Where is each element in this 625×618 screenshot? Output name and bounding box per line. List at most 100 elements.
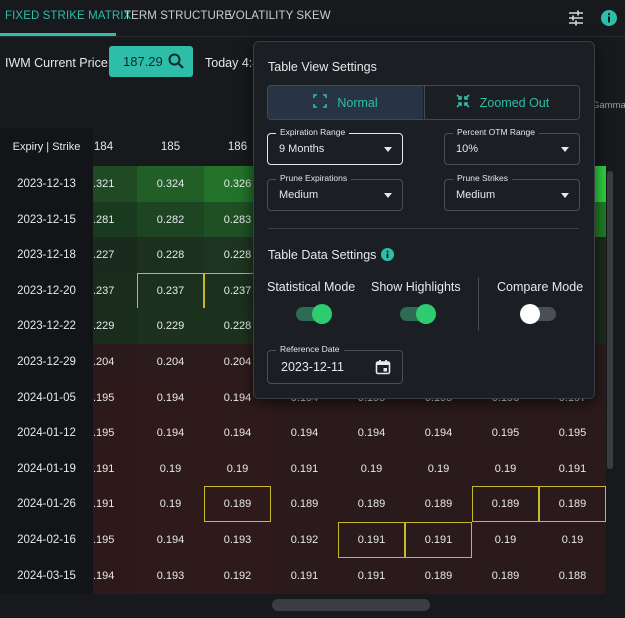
percent-otm-value: 10% bbox=[456, 143, 479, 155]
matrix-cell[interactable]: 0.229 bbox=[137, 308, 204, 345]
matrix-cell[interactable]: .195 bbox=[93, 415, 137, 452]
info-icon[interactable] bbox=[599, 8, 619, 28]
matrix-cell[interactable]: .237 bbox=[93, 272, 137, 309]
matrix-cell[interactable]: 0.204 bbox=[137, 344, 204, 380]
expiry-label: 2023-12-18 bbox=[0, 237, 93, 274]
matrix-cell[interactable]: 0.19 bbox=[472, 522, 539, 558]
matrix-cell[interactable]: .195 bbox=[93, 379, 137, 416]
matrix-cell[interactable]: 0.324 bbox=[137, 166, 204, 202]
matrix-cell[interactable]: 0.189 bbox=[472, 486, 539, 523]
sliders-icon[interactable] bbox=[566, 8, 586, 28]
matrix-cell[interactable]: 0.19 bbox=[137, 450, 204, 487]
expiry-label: 2023-12-15 bbox=[0, 201, 93, 238]
matrix-cell[interactable]: 0.189 bbox=[472, 557, 539, 594]
table-data-settings-title: Table Data Settings bbox=[268, 248, 377, 262]
prune-strikes-select[interactable]: Prune Strikes Medium bbox=[444, 173, 580, 211]
table-view-settings-panel: Table View Settings Normal Zoomed Out bbox=[253, 41, 595, 399]
matrix-cell[interactable]: .191 bbox=[93, 486, 137, 523]
expiry-label: 2024-01-19 bbox=[0, 450, 93, 487]
table-row: 2024-01-26.191 0.19 0.189 0.189 0.189 0.189 0.… bbox=[0, 486, 607, 523]
matrix-cell[interactable]: 0.188 bbox=[539, 557, 606, 594]
reference-date-legend: Reference Date bbox=[276, 344, 344, 354]
matrix-cell[interactable]: 0.19 bbox=[204, 450, 271, 487]
calendar-icon[interactable] bbox=[375, 359, 391, 380]
matrix-cell[interactable]: 0.193 bbox=[204, 522, 271, 558]
prune-strikes-legend: Prune Strikes bbox=[453, 173, 513, 183]
matrix-cell[interactable]: 0.191 bbox=[539, 450, 606, 487]
toggle-separator bbox=[478, 278, 479, 330]
view-zoomed-out-button[interactable]: Zoomed Out bbox=[424, 86, 579, 119]
matrix-corner-label: Expiry | Strike bbox=[0, 128, 93, 166]
matrix-cell[interactable]: 0.19 bbox=[137, 486, 204, 523]
tab-fixed-strike-matrix[interactable]: FIXED STRIKE MATRIX bbox=[5, 10, 132, 22]
focus-frame-icon bbox=[313, 94, 328, 111]
matrix-cell[interactable]: 0.189 bbox=[405, 557, 472, 594]
matrix-cell[interactable]: 0.191 bbox=[338, 522, 405, 558]
panel-title: Table View Settings bbox=[268, 60, 377, 74]
view-normal-button[interactable]: Normal bbox=[268, 86, 423, 119]
matrix-cell[interactable]: .204 bbox=[93, 344, 137, 380]
matrix-cell[interactable]: 0.194 bbox=[338, 415, 405, 452]
current-price-value: 187.29 bbox=[123, 54, 163, 69]
matrix-cell[interactable]: 0.194 bbox=[137, 522, 204, 558]
matrix-cell[interactable]: 0.19 bbox=[405, 450, 472, 487]
matrix-cell[interactable]: 0.191 bbox=[271, 450, 338, 487]
matrix-cell[interactable]: .194 bbox=[93, 557, 137, 594]
matrix-cell[interactable]: .195 bbox=[93, 522, 137, 558]
tab-term-structure[interactable]: TERM STRUCTURE bbox=[124, 10, 233, 22]
matrix-cell[interactable]: 0.189 bbox=[405, 486, 472, 523]
expiration-range-legend: Expiration Range bbox=[276, 127, 350, 137]
matrix-cell[interactable]: 0.194 bbox=[137, 379, 204, 416]
percent-otm-range-select[interactable]: Percent OTM Range 10% bbox=[444, 127, 580, 165]
price-search-button[interactable]: 187.29 bbox=[109, 46, 193, 77]
matrix-cell[interactable]: .227 bbox=[93, 237, 137, 274]
expiry-label: 2023-12-20 bbox=[0, 272, 93, 309]
matrix-cell[interactable]: 0.19 bbox=[338, 450, 405, 487]
chevron-down-icon bbox=[561, 193, 569, 198]
reference-date-field[interactable]: Reference Date 2023-12-11 bbox=[267, 344, 403, 384]
tab-bar: FIXED STRIKE MATRIX TERM STRUCTURE VOLAT… bbox=[0, 0, 625, 37]
statistical-mode-label: Statistical Mode bbox=[267, 280, 356, 294]
strike-header: 186 bbox=[227, 141, 248, 153]
matrix-cell[interactable]: 0.189 bbox=[204, 486, 271, 523]
matrix-cell[interactable]: 0.194 bbox=[137, 415, 204, 452]
matrix-cell[interactable]: 0.189 bbox=[338, 486, 405, 523]
matrix-cell[interactable]: 0.191 bbox=[405, 522, 472, 558]
matrix-cell[interactable]: 0.189 bbox=[539, 486, 606, 523]
matrix-cell[interactable]: .321 bbox=[93, 166, 137, 202]
tab-volatility-skew[interactable]: VOLATILITY SKEW bbox=[228, 10, 331, 22]
matrix-cell[interactable]: 0.191 bbox=[271, 557, 338, 594]
matrix-cell[interactable]: 0.191 bbox=[338, 557, 405, 594]
today-label: Today 4:4 bbox=[205, 56, 260, 70]
matrix-cell[interactable]: 0.193 bbox=[137, 557, 204, 594]
expiry-label: 2024-01-05 bbox=[0, 379, 93, 416]
expiry-label: 2023-12-22 bbox=[0, 308, 93, 345]
view-normal-label: Normal bbox=[337, 95, 378, 110]
matrix-cell[interactable]: 0.19 bbox=[472, 450, 539, 487]
matrix-cell[interactable]: 0.228 bbox=[137, 237, 204, 274]
matrix-cell[interactable]: 0.19 bbox=[539, 522, 606, 558]
prune-expirations-value: Medium bbox=[279, 189, 319, 201]
show-highlights-toggle[interactable] bbox=[400, 304, 436, 324]
horizontal-scrollbar[interactable] bbox=[272, 599, 430, 611]
prune-strikes-value: Medium bbox=[456, 189, 496, 201]
matrix-cell[interactable]: .191 bbox=[93, 450, 137, 487]
prune-expirations-select[interactable]: Prune Expirations Medium bbox=[267, 173, 403, 211]
expiration-range-select[interactable]: Expiration Range 9 Months bbox=[267, 127, 403, 165]
matrix-cell[interactable]: 0.195 bbox=[539, 415, 606, 452]
info-icon[interactable] bbox=[380, 247, 395, 267]
matrix-cell[interactable]: 0.192 bbox=[271, 522, 338, 558]
matrix-cell[interactable]: 0.194 bbox=[405, 415, 472, 452]
matrix-cell[interactable]: 0.195 bbox=[472, 415, 539, 452]
vertical-scrollbar[interactable] bbox=[607, 171, 613, 469]
matrix-cell[interactable]: 0.189 bbox=[271, 486, 338, 523]
matrix-cell[interactable]: 0.237 bbox=[137, 272, 204, 309]
matrix-cell[interactable]: 0.282 bbox=[137, 201, 204, 238]
matrix-cell[interactable]: .281 bbox=[93, 201, 137, 238]
matrix-cell[interactable]: 0.192 bbox=[204, 557, 271, 594]
compare-mode-toggle[interactable] bbox=[520, 304, 556, 324]
matrix-cell[interactable]: 0.194 bbox=[271, 415, 338, 452]
statistical-mode-toggle[interactable] bbox=[296, 304, 332, 324]
matrix-cell[interactable]: 0.194 bbox=[204, 415, 271, 452]
matrix-cell[interactable]: .229 bbox=[93, 308, 137, 345]
